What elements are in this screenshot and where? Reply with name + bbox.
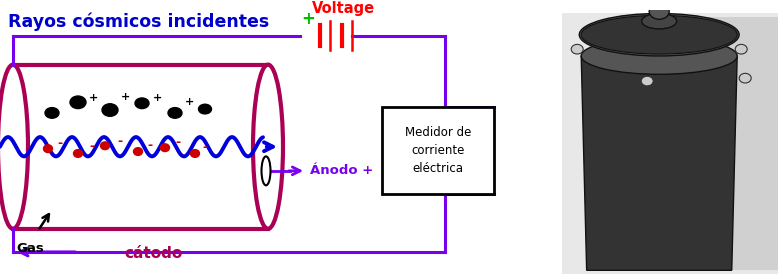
Ellipse shape [102,104,118,116]
Text: -: - [175,136,181,149]
Text: +: + [186,97,195,107]
Ellipse shape [190,150,200,157]
Text: +: + [153,93,163,104]
Ellipse shape [579,13,739,56]
Ellipse shape [581,15,738,54]
FancyBboxPatch shape [680,17,778,270]
Ellipse shape [739,73,751,83]
Ellipse shape [262,156,270,185]
Text: +: + [301,10,315,28]
Ellipse shape [572,44,583,54]
Ellipse shape [70,96,86,109]
Polygon shape [581,56,738,270]
Ellipse shape [44,145,52,153]
Ellipse shape [168,108,182,118]
FancyBboxPatch shape [562,13,778,274]
Ellipse shape [641,76,653,86]
Text: Gas: Gas [16,242,44,255]
Text: -: - [117,135,123,148]
Ellipse shape [655,0,664,9]
Ellipse shape [100,142,110,150]
Ellipse shape [45,108,59,118]
Ellipse shape [581,38,738,74]
Text: Voltage: Voltage [312,1,374,16]
Text: +: + [89,93,99,104]
Ellipse shape [642,13,677,29]
Text: cátodo: cátodo [124,246,182,261]
Ellipse shape [74,150,82,157]
Ellipse shape [253,65,283,229]
Text: Medidor de
corriente
eléctrica: Medidor de corriente eléctrica [405,126,471,175]
FancyBboxPatch shape [382,107,494,194]
Text: -: - [203,141,207,154]
Ellipse shape [649,4,669,19]
Text: -: - [89,140,95,153]
Text: Ánodo +: Ánodo + [310,164,373,177]
Ellipse shape [161,144,169,151]
Text: -: - [57,137,63,150]
Text: +: + [121,92,131,102]
Ellipse shape [199,104,211,114]
Text: -: - [147,139,153,152]
Text: Rayos cósmicos incidentes: Rayos cósmicos incidentes [8,13,269,31]
Ellipse shape [133,148,143,155]
Ellipse shape [735,44,747,54]
Ellipse shape [135,98,149,109]
Ellipse shape [0,65,28,229]
